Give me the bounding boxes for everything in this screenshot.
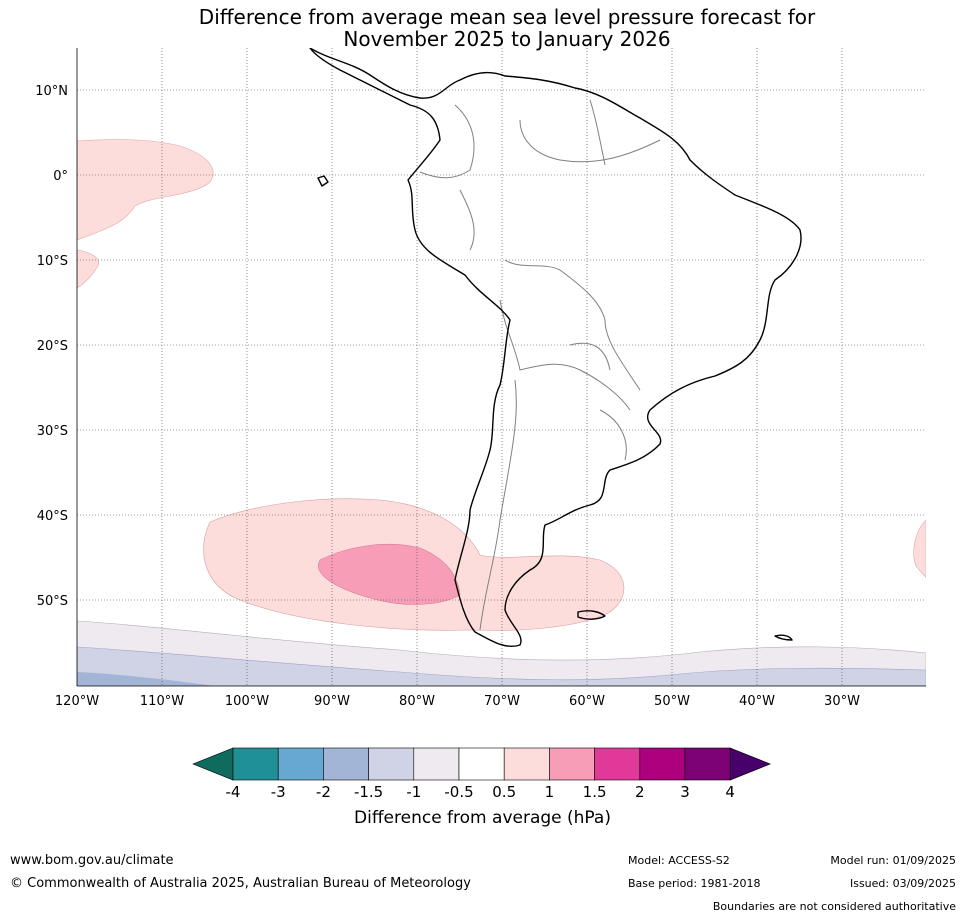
longitude-label: 90°W <box>314 694 350 709</box>
latitude-label: 50°S <box>37 594 68 609</box>
longitude-label: 80°W <box>399 694 435 709</box>
colorbar-swatch <box>639 747 686 781</box>
colorbar-swatch <box>684 747 731 781</box>
colorbar-swatch <box>594 747 641 781</box>
country-borders <box>419 99 661 631</box>
coastlines <box>309 48 802 647</box>
longitude-label: 30°W <box>824 694 860 709</box>
map-frame <box>76 48 926 687</box>
colorbar-tick-label: 0.5 <box>492 783 517 801</box>
falklands <box>577 610 606 620</box>
gridlines <box>77 48 926 686</box>
latitude-labels: 10°N 0° 10°S 20°S 30°S 40°S 50°S <box>35 84 68 609</box>
colorbar-swatch <box>458 747 505 781</box>
colorbar-tick-label: 4 <box>725 783 735 801</box>
anomaly-shading <box>77 139 926 686</box>
colorbar-low-extension <box>192 747 234 781</box>
anomaly-region-pos05-east <box>913 519 926 579</box>
colorbar-tick-label: -0.5 <box>444 783 474 801</box>
model-text: Model: ACCESS-S2 <box>628 854 730 867</box>
colorbar-swatch <box>323 747 369 781</box>
colorbar-tick-label: 1.5 <box>582 783 607 801</box>
map-title-line-1: Difference from average mean sea level p… <box>198 5 816 29</box>
colorbar-tick-label: -1 <box>406 783 422 801</box>
latitude-label: 10°S <box>37 254 68 269</box>
latitude-label: 40°S <box>37 509 68 524</box>
colorbar-swatch <box>503 747 550 781</box>
copyright-text: © Commonwealth of Australia 2025, Austra… <box>10 876 471 891</box>
longitude-label: 50°W <box>654 694 690 709</box>
colorbar-swatch <box>232 747 279 781</box>
latitude-label: 10°N <box>35 84 68 99</box>
colorbar-title: Difference from average (hPa) <box>354 808 611 828</box>
galapagos <box>317 175 329 187</box>
colorbar-tick-label: -2 <box>315 783 331 801</box>
colorbar-tick-label: 3 <box>680 783 690 801</box>
colorbar-tick-label: -1.5 <box>353 783 384 801</box>
website-link[interactable]: www.bom.gov.au/climate <box>10 853 174 868</box>
longitude-label: 110°W <box>140 694 184 709</box>
longitude-label: 60°W <box>569 694 605 709</box>
colorbar-tick-label: -3 <box>270 783 286 801</box>
colorbar-high-extension <box>729 747 772 781</box>
colorbar-tick-label: -4 <box>225 783 241 801</box>
longitude-labels: 120°W 110°W 100°W 90°W 80°W 70°W 60°W 50°W 40°W 3… <box>55 694 860 709</box>
colorbar-swatch <box>368 747 415 781</box>
longitude-label: 100°W <box>225 694 269 709</box>
colorbar-swatch <box>549 747 595 781</box>
colorbar <box>192 747 772 781</box>
disclaimer-text: Boundaries are not considered authoritat… <box>712 900 956 913</box>
colorbar-tick-label: 1 <box>544 783 555 801</box>
map-title-line-2: November 2025 to January 2026 <box>343 27 671 51</box>
colorbar-swatch <box>277 747 324 781</box>
anomaly-region-pos1 <box>318 543 461 605</box>
longitude-label: 70°W <box>484 694 520 709</box>
anomaly-region-pos05-equator <box>77 139 214 241</box>
longitude-label: 120°W <box>55 694 99 709</box>
colorbar-swatch <box>413 747 460 781</box>
anomaly-region-neg15 <box>77 672 215 686</box>
model-run-text: Model run: 01/09/2025 <box>830 854 956 867</box>
latitude-label: 20°S <box>37 339 68 354</box>
south-america-coastline <box>309 48 802 647</box>
anomaly-region-pos05-west <box>77 249 100 289</box>
anomaly-region-neg1 <box>77 646 926 686</box>
colorbar-tick-label: 2 <box>635 783 645 801</box>
longitude-label: 40°W <box>739 694 775 709</box>
south-georgia <box>774 634 793 641</box>
issued-text: Issued: 03/09/2025 <box>849 877 956 890</box>
latitude-label: 30°S <box>37 424 68 439</box>
latitude-label: 0° <box>53 169 68 184</box>
base-period-text: Base period: 1981-2018 <box>628 877 761 890</box>
